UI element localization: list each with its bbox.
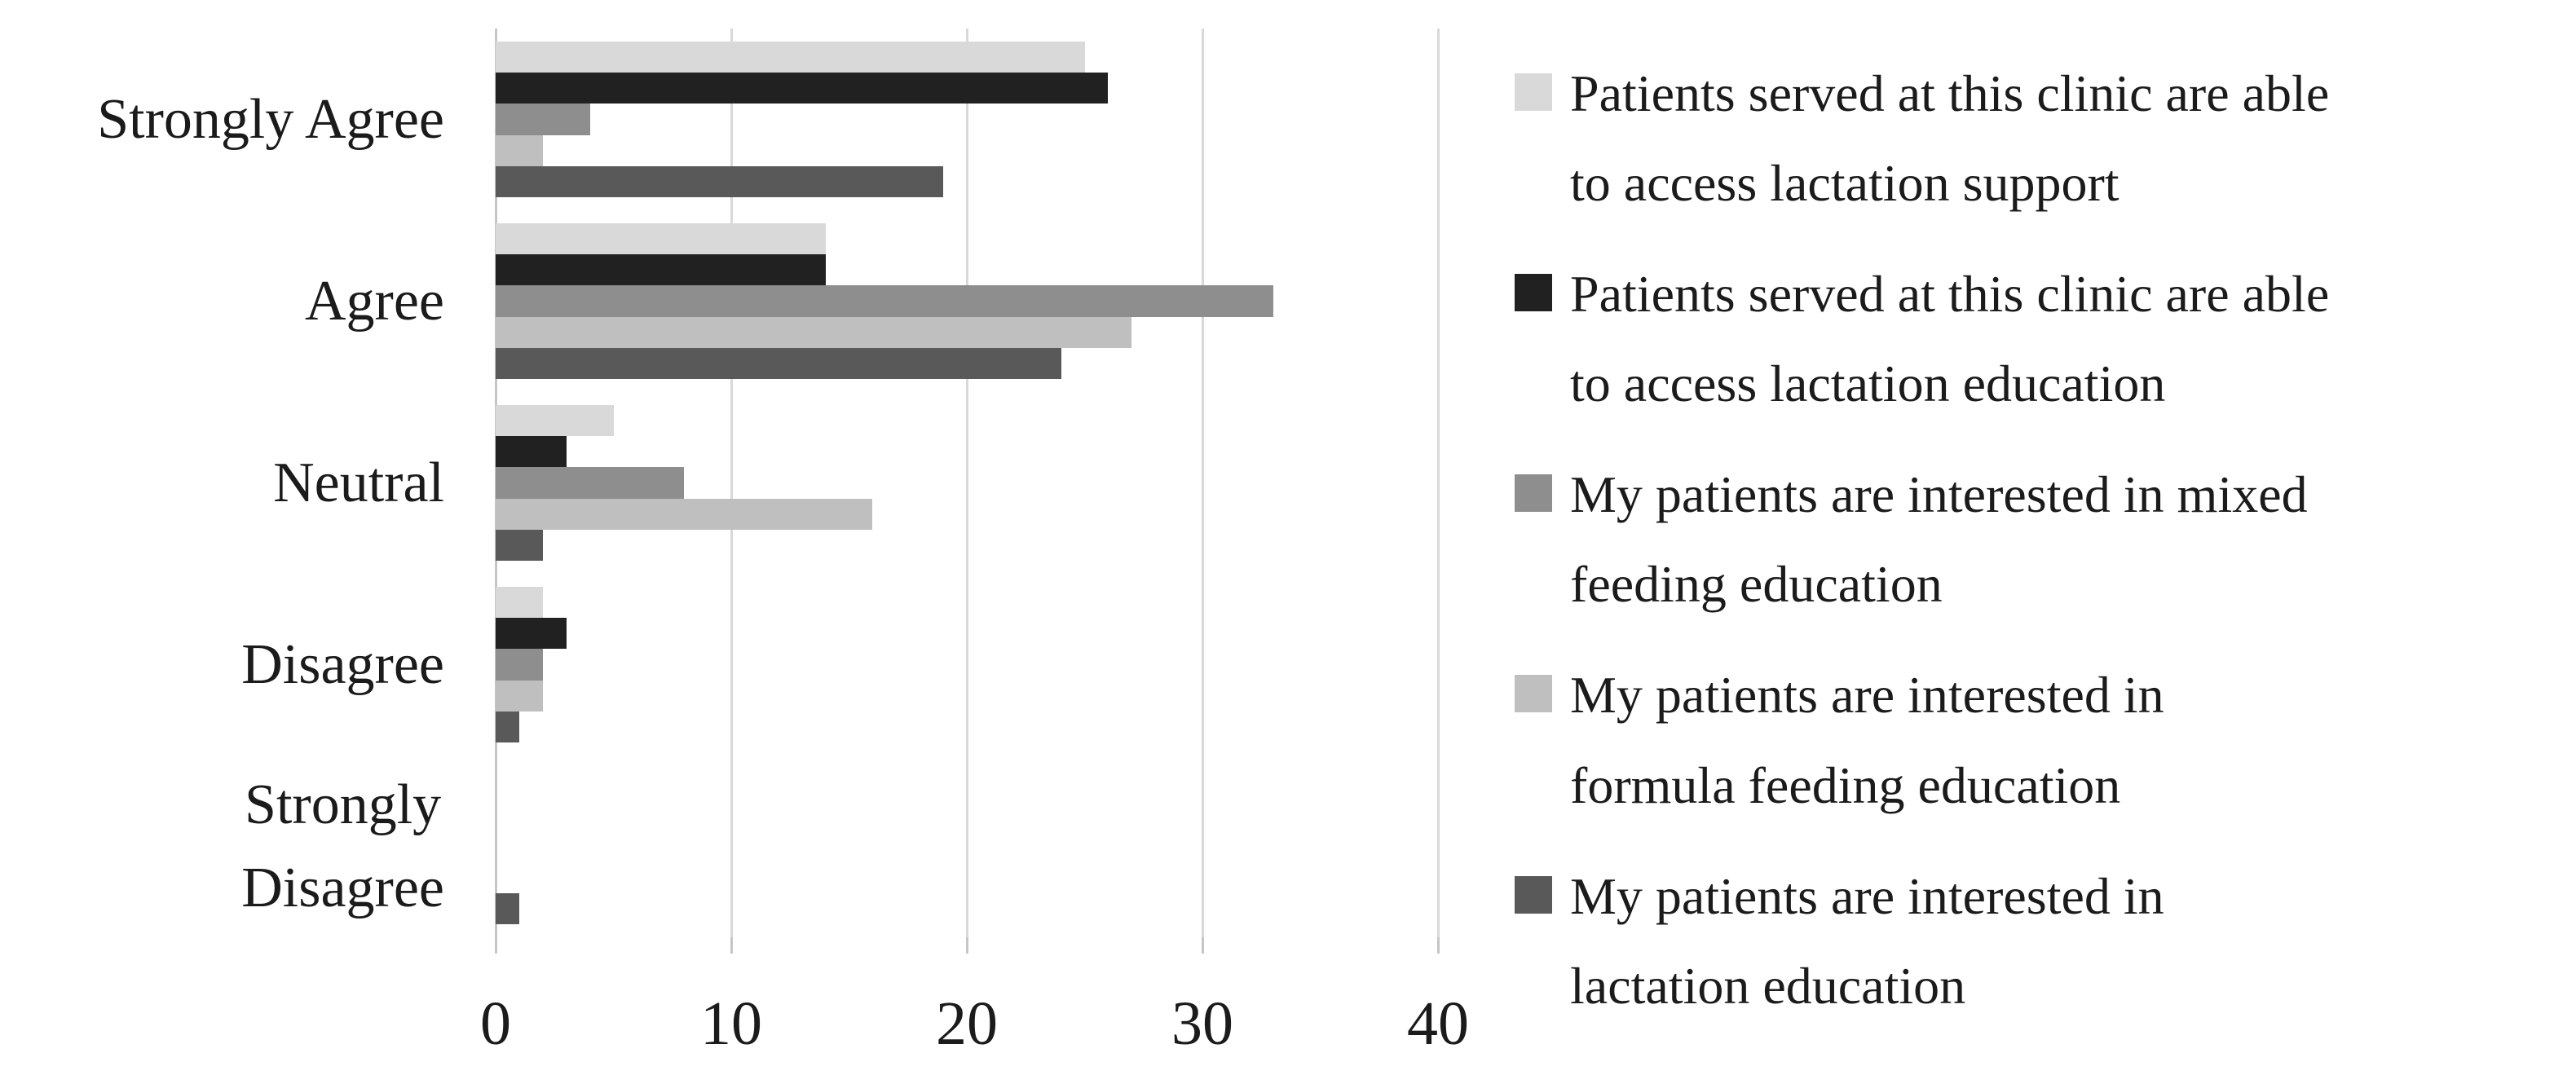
bar-strongly-disagree-series-5 <box>496 892 519 924</box>
bar-neutral-series-2 <box>496 436 567 468</box>
bar-agree-series-1 <box>496 223 826 255</box>
category-label-agree: Agree <box>304 269 444 333</box>
bar-neutral-series-4 <box>496 498 873 530</box>
gridline-x-40 <box>1436 29 1440 937</box>
bar-disagree-series-3 <box>496 649 543 681</box>
tick-mark-x-40 <box>1436 937 1440 954</box>
tick-mark-x-10 <box>730 937 733 954</box>
bar-agree-series-5 <box>496 347 1061 379</box>
plot-area <box>494 29 1440 954</box>
legend-item-1: Patients served at this clinic are able … <box>1515 49 2576 228</box>
bar-strongly-agree-series-4 <box>496 134 543 166</box>
x-tick-label-40: 40 <box>1407 989 1469 1058</box>
tick-mark-x-30 <box>1201 937 1204 954</box>
legend-label: My patients are interested in lactation … <box>1570 866 2164 1015</box>
bar-strongly-agree-series-1 <box>496 42 1085 73</box>
bar-strongly-agree-series-3 <box>496 104 590 135</box>
bar-disagree-series-2 <box>496 618 567 650</box>
bar-agree-series-2 <box>496 254 826 286</box>
x-tick-label-0: 0 <box>480 989 511 1058</box>
bar-agree-series-3 <box>496 285 1273 317</box>
bar-disagree-series-5 <box>496 711 519 742</box>
category-label-disagree: Disagree <box>241 632 444 696</box>
category-label-neutral: Neutral <box>273 451 444 514</box>
legend-label: Patients served at this clinic are able … <box>1570 64 2330 213</box>
gridline-x-20 <box>965 29 968 937</box>
legend-swatch-icon <box>1515 474 1552 513</box>
legend-item-2: Patients served at this clinic are able … <box>1515 249 2576 429</box>
x-tick-label-30: 30 <box>1171 989 1233 1058</box>
bar-disagree-series-1 <box>496 587 543 619</box>
category-label-strongly-agree: Strongly Agree <box>97 87 444 151</box>
category-label-strongly-disagree: Strongly Disagree <box>241 773 444 919</box>
gridline-x-30 <box>1201 29 1204 937</box>
x-tick-label-20: 20 <box>936 989 998 1058</box>
tick-mark-x-0 <box>494 937 497 954</box>
legend-label: Patients served at this clinic are able … <box>1570 265 2330 413</box>
legend-swatch-icon <box>1515 274 1552 312</box>
bar-disagree-series-4 <box>496 680 543 712</box>
bar-agree-series-4 <box>496 316 1132 348</box>
legend-swatch-icon <box>1515 875 1552 914</box>
gridline-x-10 <box>730 29 733 937</box>
tick-mark-x-20 <box>965 937 968 954</box>
legend: Patients served at this clinic are able … <box>1515 49 2576 1052</box>
bar-strongly-agree-series-5 <box>496 165 944 197</box>
legend-label: My patients are interested in formula fe… <box>1570 666 2164 814</box>
legend-label: My patients are interested in mixed feed… <box>1570 465 2308 614</box>
legend-item-5: My patients are interested in lactation … <box>1515 852 2576 1031</box>
bar-strongly-agree-series-2 <box>496 73 1109 104</box>
bar-neutral-series-1 <box>496 405 614 437</box>
legend-item-4: My patients are interested in formula fe… <box>1515 650 2576 830</box>
legend-swatch-icon <box>1515 675 1552 713</box>
legend-item-3: My patients are interested in mixed feed… <box>1515 450 2576 629</box>
x-tick-label-10: 10 <box>700 989 762 1058</box>
bar-neutral-series-5 <box>496 529 543 561</box>
bar-neutral-series-3 <box>496 467 685 499</box>
legend-swatch-icon <box>1515 73 1552 111</box>
